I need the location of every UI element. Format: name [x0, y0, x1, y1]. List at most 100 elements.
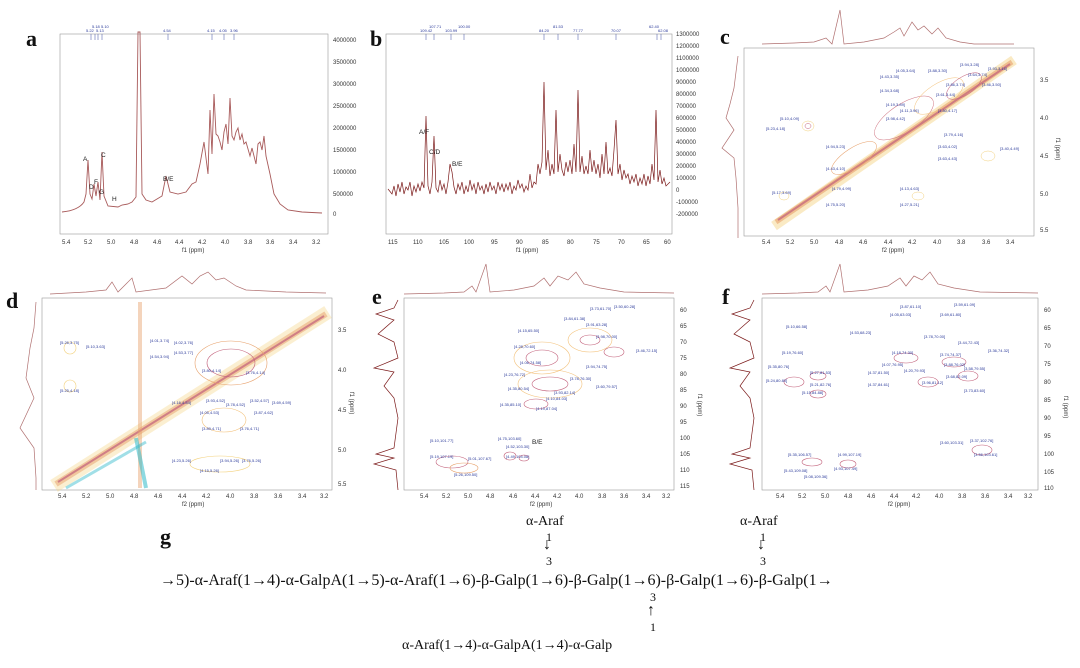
projection-top [761, 263, 1039, 295]
x-tick: 4.2 [912, 494, 921, 500]
projection-left [728, 299, 755, 491]
y-tick: 600000 [676, 116, 697, 122]
panel-e: e [3.73,61.70] [3.50,60.28] [3.84,61.38]… [364, 258, 709, 508]
crosspeak-label: [3.96,81.12] [922, 380, 943, 385]
crosspeak-label: [3.69,61.80] [940, 312, 961, 317]
panel-letter-f: f [722, 284, 730, 309]
x-tick: 4.4 [178, 494, 187, 500]
crosspeak-label: [3.69,4.59] [272, 400, 291, 405]
crosspeak-label: [3.74,74.37] [940, 352, 961, 357]
crosspeak-label: [5.01,107.67] [468, 456, 491, 461]
panel-letter-a: a [26, 26, 37, 51]
x-tick: 4.6 [509, 494, 518, 500]
y-tick: 5.5 [338, 482, 347, 488]
y-axis-label: f1 (ppm) [1062, 396, 1068, 418]
x-axis-label: f2 (ppm) [182, 502, 204, 508]
y-tick: 500000 [676, 128, 697, 134]
peak-label-cd: C/D [429, 149, 441, 156]
branch-bottom-arrow: ↑ [647, 602, 655, 619]
crosspeak-label: [5.17,3.69] [772, 190, 791, 195]
y-tick: 95 [1044, 434, 1051, 440]
panel-b: b 109.42 107.71 103.99 100.00 84.20 81.5… [366, 24, 706, 254]
x-axis-label: f2 (ppm) [882, 248, 904, 254]
crosspeak-label: [5.25,4.18] [60, 388, 79, 393]
crosspeak-label: [4.35,80.54] [508, 386, 529, 391]
contour-peaks [435, 327, 625, 474]
branch-right-arrow: ↓ [757, 536, 765, 553]
x-tick: 3.8 [598, 494, 607, 500]
top-label: 62.08 [658, 28, 669, 33]
top-label: 77.77 [573, 28, 584, 33]
y-tick: 4.5 [338, 408, 347, 414]
peak-labels: A/F C/D B/E [419, 129, 463, 168]
y-tick: 100 [1044, 452, 1055, 458]
crosspeak-label: [3.73,83.60] [964, 388, 985, 393]
y-tick: 3.5 [338, 328, 347, 334]
y-tick: 1000000 [333, 170, 357, 176]
branch-left-residue: α-Araf [526, 514, 564, 529]
top-label: 107.71 [429, 24, 442, 29]
x-axis-label: f2 (ppm) [530, 502, 552, 508]
branch-right-link-bottom: 3 [760, 554, 766, 568]
crosspeak-label: [3.40,4.49] [1000, 146, 1019, 151]
x-tick: 4.4 [175, 240, 184, 246]
x-tick: 115 [388, 240, 398, 246]
x-tick: 5.2 [798, 494, 807, 500]
crosspeak-label: [3.80,4.17] [938, 108, 957, 113]
x-tick: 105 [439, 240, 450, 246]
crosspeak-label: [3.88,76.02] [944, 362, 965, 367]
crosspeak-label: [3.73,61.70] [590, 306, 611, 311]
crosspeak-labels: [3.94,3.28] [3.93,3.16] [4.05,3.64] [3.8… [766, 62, 1019, 207]
crosspeak-label: [4.20,79.93] [904, 368, 925, 373]
crosspeak-label: [3.88,3.30] [928, 68, 947, 73]
crosspeak-label: [5.21,82.76] [810, 382, 831, 387]
y-tick: 90 [680, 404, 687, 410]
y-tick: 80 [1044, 380, 1051, 386]
x-tick: 5.4 [420, 494, 429, 500]
top-label: 109.42 [420, 28, 433, 33]
x-tick: 4.2 [908, 240, 917, 246]
y-axis: 3.5 4.0 4.5 5.0 5.5 f1 (ppm) [1040, 78, 1060, 234]
crosspeak-label: [3.46,72.15] [636, 348, 657, 353]
crosspeak-label: [3.78,76.30] [570, 376, 591, 381]
crosspeak-label: [4.79,4.99] [832, 186, 851, 191]
crosspeak-label: [4.06,74.58] [520, 360, 541, 365]
top-label: 103.99 [445, 28, 458, 33]
x-tick: 75 [593, 240, 600, 246]
hsqc-2d: [3.73,61.70] [3.50,60.28] [3.84,61.38] [… [372, 263, 702, 508]
x-tick: 4.0 [935, 494, 944, 500]
y-tick: 5.0 [1040, 192, 1049, 198]
panel-letter-g: g [160, 524, 171, 549]
crosspeak-label: [5.15,84.88] [802, 390, 823, 395]
crosspeak-label: [4.02,3.76] [174, 340, 193, 345]
spectrum-13c: 109.42 107.71 103.99 100.00 84.20 81.53 … [385, 24, 700, 254]
top-label: 62.40 [649, 24, 660, 29]
spectrum-trace-1h [61, 31, 323, 214]
crosspeak-label: [3.60,79.57] [596, 384, 617, 389]
crosspeak-label: [3.78,4.52] [226, 402, 245, 407]
crosspeak-label: [3.93,4.52] [206, 398, 225, 403]
x-tick: 3.4 [298, 494, 307, 500]
x-tick: 4.0 [933, 240, 942, 246]
crosspeak-label: [3.94,74.75] [586, 364, 607, 369]
crosspeak-label: [4.07,76.95] [882, 362, 903, 367]
crosspeak-label: [4.19,3.89] [886, 102, 905, 107]
y-tick: 65 [680, 324, 687, 330]
y-tick: 100000 [676, 176, 697, 182]
x-tick: 3.8 [958, 494, 967, 500]
peak-label-g: G [99, 189, 104, 196]
branch-left-link-bottom: 3 [546, 554, 552, 568]
crosspeak-label: [4.53,68.23] [850, 330, 871, 335]
y-tick: 100 [680, 436, 691, 442]
crosspeak-label: [5.27,81.53] [810, 370, 831, 375]
x-tick: 100 [464, 240, 475, 246]
crosspeak-label: [3.60,103.31] [940, 440, 963, 445]
main-chain: →5)-α-Araf(1→4)-α-GalpA(1→5)-α-Araf(1→6)… [160, 572, 833, 589]
x-tick: 5.2 [84, 240, 93, 246]
y-tick: 1000000 [676, 68, 700, 74]
top-peak-markers: 5.22 5.18 5.13 5.10 4.54 4.15 4.05 3.96 [86, 24, 239, 40]
peak-label-c: C [101, 152, 106, 159]
crosspeak-label: [3.98,4.42] [886, 116, 905, 121]
x-tick: 3.4 [1006, 240, 1015, 246]
panel-d: d [5.26,3.75] [5.10,3.63] [4.01,3.74] [4… [6, 258, 356, 508]
